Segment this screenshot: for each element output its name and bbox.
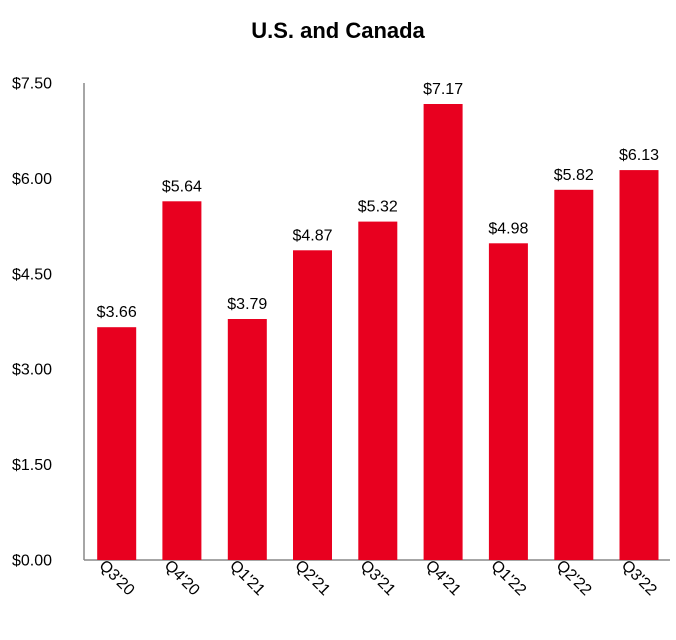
y-tick-label: $4.50 (12, 266, 52, 283)
y-tick-label: $6.00 (12, 171, 52, 188)
x-tick-label: Q4'21 (422, 557, 464, 599)
bar-q4-20 (162, 201, 202, 561)
chart-title: U.S. and Canada (251, 18, 425, 43)
x-ticks-group: Q3'20 Q4'20 Q1'21 Q2'21 Q3'21 Q4'21 Q1'22 Q2'22… (96, 557, 660, 599)
data-label: $6.13 (619, 147, 659, 164)
bar-q4-21 (423, 104, 463, 560)
bar-q1-21 (227, 319, 267, 560)
bar-q1-22 (488, 243, 528, 561)
y-tick-label: $0.00 (12, 553, 52, 570)
bars-group (97, 104, 659, 561)
x-tick-label: Q4'20 (161, 557, 203, 599)
x-tick-label: Q1'21 (226, 557, 268, 599)
x-tick-label: Q3'20 (96, 557, 138, 599)
data-label: $5.64 (162, 178, 202, 195)
x-tick-label: Q3'21 (357, 557, 399, 599)
data-label: $5.82 (554, 167, 594, 184)
data-labels-group: $3.66 $5.64 $3.79 $4.87 $5.32 $7.17 $4.98 $5.82… (97, 81, 659, 321)
data-label: $5.32 (358, 199, 398, 216)
data-label: $7.17 (423, 81, 463, 98)
data-label: $3.66 (97, 304, 137, 321)
x-tick-label: Q2'21 (291, 557, 333, 599)
x-tick-label: Q3'22 (618, 557, 660, 599)
bar-q2-22 (554, 189, 594, 561)
y-tick-label: $7.50 (12, 76, 52, 93)
x-tick-label: Q2'22 (553, 557, 595, 599)
y-ticks-group: $0.00 $1.50 $3.00 $4.50 $6.00 $7.50 (12, 76, 52, 570)
y-tick-label: $3.00 (12, 362, 52, 379)
y-tick-label: $1.50 (12, 457, 52, 474)
bar-q2-21 (293, 250, 332, 561)
data-label: $4.98 (488, 220, 528, 237)
data-label: $3.79 (227, 296, 267, 313)
bar-q3-22 (619, 170, 659, 560)
bar-q3-21 (358, 221, 398, 560)
x-tick-label: Q1'22 (487, 557, 529, 599)
data-label: $4.87 (292, 227, 332, 244)
bar-q3-20 (97, 327, 137, 560)
